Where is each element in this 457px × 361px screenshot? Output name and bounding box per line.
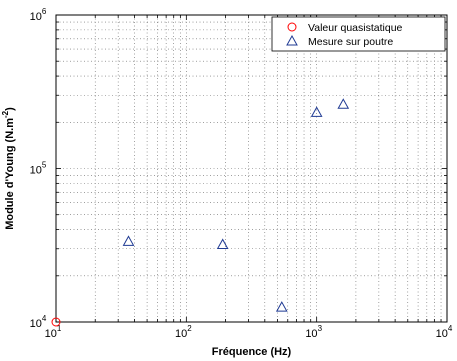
y-tick-label: 105 xyxy=(30,161,47,177)
x-tick-label: 101 xyxy=(45,324,62,340)
triangle-data-point xyxy=(337,98,350,109)
x-axis-title: Fréquence (Hz) xyxy=(212,346,292,358)
y-axis-title: Module d'Young (N.m-2) xyxy=(1,107,16,230)
y-tick-label: 106 xyxy=(30,7,47,23)
axis-ticks xyxy=(55,14,448,323)
x-tick-label: 102 xyxy=(175,324,192,340)
triangle-data-point xyxy=(275,301,288,312)
triangle-data-point xyxy=(310,106,323,117)
legend-box xyxy=(271,16,446,52)
triangle-marker-icon xyxy=(286,34,298,46)
tick-labels: 101 102 103 104 104 105 106 xyxy=(30,7,453,340)
x-tick-label: 104 xyxy=(436,324,453,340)
legend-item: Valeur quasistatique xyxy=(287,22,403,34)
data-points xyxy=(51,98,350,327)
y-tick-label: 104 xyxy=(30,314,47,330)
circle-marker-icon xyxy=(287,22,297,32)
legend-item: Mesure sur poutre xyxy=(286,34,393,48)
legend: Valeur quasistatique Mesure sur poutre xyxy=(271,16,446,52)
circle-data-point xyxy=(51,317,61,327)
legend-label: Valeur quasistatique xyxy=(308,22,403,34)
legend-label: Mesure sur poutre xyxy=(308,36,393,48)
triangle-data-point xyxy=(216,238,229,249)
triangle-data-point xyxy=(122,235,135,246)
x-tick-label: 103 xyxy=(305,324,322,340)
